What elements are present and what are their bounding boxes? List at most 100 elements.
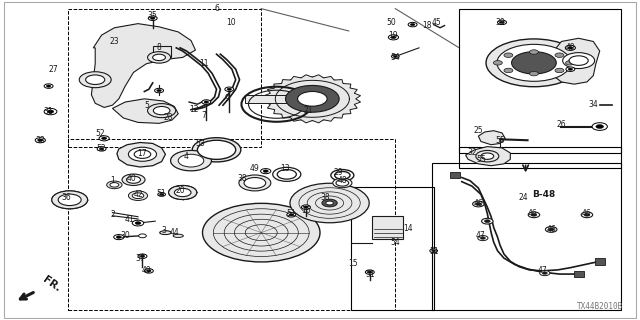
Circle shape	[174, 188, 191, 197]
Circle shape	[511, 52, 556, 74]
Circle shape	[304, 206, 308, 208]
Circle shape	[134, 150, 151, 158]
Circle shape	[335, 172, 350, 179]
Text: 13: 13	[280, 164, 290, 173]
Text: 55: 55	[495, 136, 505, 145]
Circle shape	[497, 20, 506, 25]
Text: 42: 42	[133, 190, 143, 199]
Circle shape	[132, 220, 144, 226]
Circle shape	[269, 77, 356, 121]
Text: 4: 4	[184, 152, 188, 161]
Circle shape	[529, 71, 538, 76]
Circle shape	[127, 176, 141, 183]
Circle shape	[154, 107, 170, 115]
Text: TX44B2010B: TX44B2010B	[577, 302, 623, 311]
Circle shape	[132, 193, 144, 198]
Bar	[68, 9, 261, 147]
Text: 31: 31	[44, 107, 53, 116]
Circle shape	[107, 181, 122, 189]
Circle shape	[46, 85, 51, 87]
Circle shape	[410, 23, 415, 26]
Text: 5: 5	[144, 101, 148, 110]
Text: 44: 44	[170, 228, 179, 237]
Circle shape	[581, 212, 593, 218]
Polygon shape	[548, 38, 600, 84]
Circle shape	[555, 53, 564, 57]
Text: 47: 47	[476, 231, 486, 240]
Text: 27: 27	[48, 65, 58, 74]
Bar	[460, 9, 621, 153]
Text: 46: 46	[582, 209, 592, 218]
Text: 24: 24	[518, 193, 528, 202]
Circle shape	[86, 75, 105, 84]
Circle shape	[529, 50, 538, 54]
Circle shape	[298, 92, 327, 106]
Circle shape	[528, 212, 540, 218]
Text: 10: 10	[226, 19, 236, 28]
Text: 35: 35	[148, 12, 157, 20]
Text: 45: 45	[431, 18, 441, 27]
Text: 2: 2	[110, 210, 115, 219]
Text: 17: 17	[138, 149, 147, 158]
Circle shape	[326, 201, 333, 205]
Text: 52: 52	[95, 129, 104, 138]
Circle shape	[114, 235, 124, 240]
Circle shape	[277, 170, 296, 179]
Text: 23: 23	[109, 37, 119, 46]
Text: 55: 55	[476, 155, 486, 164]
Circle shape	[476, 150, 499, 162]
Circle shape	[484, 220, 490, 223]
Circle shape	[140, 255, 145, 257]
Circle shape	[239, 175, 271, 191]
Circle shape	[477, 236, 488, 241]
Text: 38: 38	[237, 174, 247, 183]
Circle shape	[169, 186, 196, 199]
Text: 33: 33	[35, 136, 45, 145]
Circle shape	[145, 269, 154, 273]
Circle shape	[150, 17, 155, 19]
Bar	[153, 46, 171, 57]
Circle shape	[116, 236, 122, 238]
Circle shape	[486, 39, 582, 87]
Circle shape	[481, 218, 493, 224]
Circle shape	[430, 249, 438, 253]
Circle shape	[138, 254, 147, 259]
Circle shape	[481, 153, 493, 159]
Text: 41: 41	[125, 215, 134, 224]
Circle shape	[155, 88, 164, 93]
Text: 46: 46	[547, 225, 556, 234]
Circle shape	[99, 148, 104, 150]
Circle shape	[97, 147, 106, 151]
Circle shape	[596, 124, 604, 128]
Text: 51: 51	[365, 269, 374, 279]
Text: 39: 39	[495, 18, 505, 27]
Circle shape	[171, 150, 211, 171]
Circle shape	[565, 45, 575, 50]
Circle shape	[148, 104, 175, 118]
Circle shape	[44, 84, 53, 88]
Circle shape	[202, 100, 211, 104]
Text: 1: 1	[110, 176, 115, 185]
Text: 16: 16	[301, 206, 311, 215]
Text: 25: 25	[474, 126, 483, 135]
Circle shape	[135, 222, 141, 225]
Text: 15: 15	[348, 259, 358, 268]
Text: 49: 49	[250, 164, 260, 173]
Circle shape	[35, 138, 45, 143]
Text: 38: 38	[320, 193, 330, 202]
Text: 51: 51	[429, 247, 438, 256]
Bar	[573, 271, 584, 277]
Text: B-48: B-48	[532, 190, 556, 199]
Circle shape	[331, 170, 354, 181]
Circle shape	[157, 89, 161, 92]
Text: 32: 32	[467, 148, 477, 157]
Circle shape	[504, 53, 513, 57]
Text: 49: 49	[566, 43, 575, 52]
Circle shape	[555, 68, 564, 73]
Circle shape	[227, 88, 232, 90]
Circle shape	[263, 170, 268, 172]
Polygon shape	[92, 24, 195, 108]
Circle shape	[480, 237, 485, 239]
Circle shape	[38, 139, 43, 141]
Text: 54: 54	[390, 53, 400, 62]
